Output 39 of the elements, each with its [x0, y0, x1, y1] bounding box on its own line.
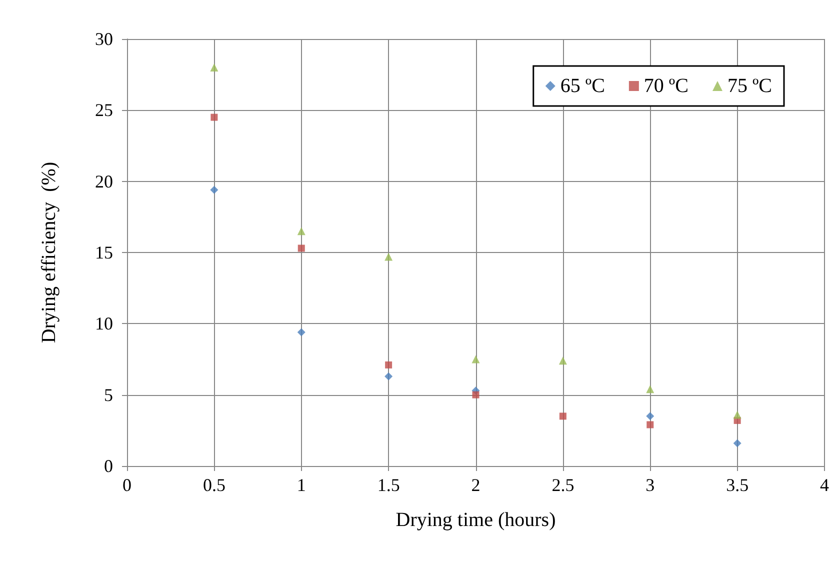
x-tick-label: 0.5 — [202, 475, 226, 495]
x-tick-label: 1.5 — [377, 475, 400, 495]
point — [646, 412, 654, 420]
x-tick-label: 2 — [471, 475, 480, 495]
y-axis-title: Drying efficiency (%) — [38, 162, 60, 344]
point — [384, 372, 393, 380]
point — [472, 355, 480, 364]
point — [210, 186, 218, 194]
point — [297, 227, 306, 236]
x-tick-label: 2.5 — [552, 475, 574, 495]
y-tick-label: 0 — [104, 456, 113, 476]
point — [646, 385, 654, 394]
y-tick-label: 10 — [95, 314, 113, 334]
legend-label: 65 ºC — [560, 75, 605, 97]
point — [472, 391, 480, 398]
x-tick-label: 4 — [820, 475, 829, 495]
point — [558, 356, 567, 365]
y-tick-label: 30 — [95, 29, 113, 49]
legend-label: 75 ºC — [727, 75, 772, 97]
x-tick-label: 1 — [296, 475, 306, 495]
point — [210, 114, 218, 121]
point — [733, 439, 742, 448]
y-tick-label: 25 — [95, 100, 113, 120]
x-axis-title: Drying time (hours) — [396, 509, 556, 531]
legend-label: 70 ºC — [644, 75, 688, 97]
point — [385, 361, 392, 368]
x-tick-label: 0 — [122, 475, 132, 495]
point — [384, 252, 393, 261]
y-tick-label: 15 — [95, 242, 113, 262]
point — [559, 412, 566, 420]
point — [298, 244, 305, 252]
point — [210, 63, 218, 72]
point — [733, 410, 742, 419]
y-tick-label: 20 — [95, 171, 113, 192]
y-tick-label: 5 — [104, 384, 113, 405]
point — [646, 421, 654, 428]
x-tick-label: 3.5 — [726, 475, 749, 495]
x-tick-label: 3 — [646, 475, 655, 495]
point — [297, 328, 306, 336]
